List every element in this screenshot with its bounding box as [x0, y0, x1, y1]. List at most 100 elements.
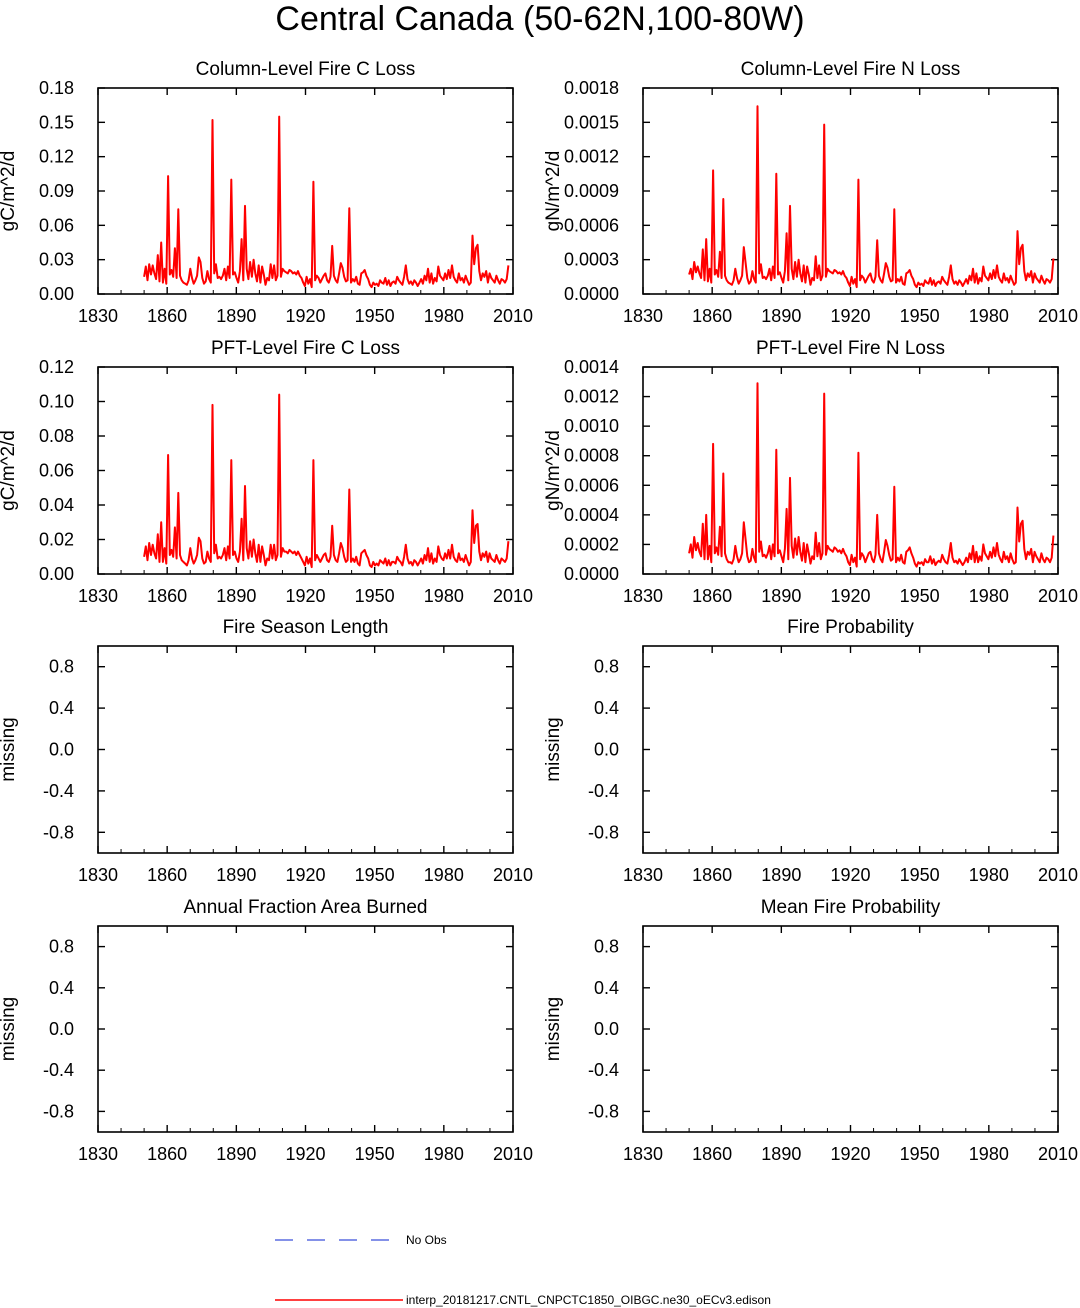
x-tick-label: 1980	[424, 865, 464, 885]
y-tick-label: 0.8	[49, 937, 74, 957]
y-tick-label: 0.0006	[564, 475, 619, 495]
x-tick-label: 2010	[1038, 306, 1078, 326]
y-tick-label: -0.8	[43, 822, 74, 842]
y-tick-label: 0.0018	[564, 78, 619, 98]
x-tick-label: 1980	[969, 865, 1009, 885]
x-tick-label: 1920	[830, 865, 870, 885]
x-tick-label: 1950	[355, 306, 395, 326]
x-tick-label: 2010	[493, 1144, 533, 1164]
x-tick-label: 2010	[1038, 1144, 1078, 1164]
panels: Column-Level Fire C Loss gC/m^2/d 1830 1860…	[0, 59, 1078, 1164]
y-axis-label: missing	[0, 997, 19, 1061]
chart-panel-1: Column-Level Fire C Loss gC/m^2/d 1830 1860…	[0, 59, 533, 326]
y-tick-label: 0.4	[49, 978, 74, 998]
x-tick-label: 1860	[147, 306, 187, 326]
x-tick-label: 1920	[830, 306, 870, 326]
y-tick-label: 0.00	[39, 284, 74, 304]
y-tick-label: 0.0009	[564, 181, 619, 201]
x-tick-label: 2010	[1038, 865, 1078, 885]
chart-panel-7: Annual Fraction Area Burned missing 1830 18…	[0, 897, 533, 1164]
y-tick-label: 0.8	[594, 937, 619, 957]
y-axis-label: gC/m^2/d	[0, 151, 19, 232]
x-tick-label: 1980	[424, 306, 464, 326]
y-tick-label: 0.0	[594, 740, 619, 760]
x-tick-label: 2010	[493, 865, 533, 885]
x-tick-label: 1980	[969, 586, 1009, 606]
plot-frame	[642, 925, 1059, 1133]
y-tick-label: 0.8	[594, 657, 619, 677]
x-tick-label: 1830	[78, 865, 118, 885]
y-tick-label: 0.04	[39, 495, 74, 515]
chart-title: Mean Fire Probability	[761, 897, 941, 918]
x-tick-label: 1950	[355, 586, 395, 606]
y-tick-label: -0.8	[588, 822, 619, 842]
x-tick-label: 1920	[285, 865, 325, 885]
chart-panel-3: PFT-Level Fire C Loss gC/m^2/d 1830 1860 189…	[0, 338, 533, 606]
x-tick-label: 1920	[285, 586, 325, 606]
x-tick-label: 1980	[424, 1144, 464, 1164]
x-tick-label: 1860	[692, 306, 732, 326]
chart-title: Fire Probability	[787, 617, 914, 638]
series-line-model	[143, 393, 510, 569]
y-tick-label: 0.0004	[564, 505, 619, 525]
y-axis-label: gN/m^2/d	[543, 430, 564, 511]
x-tick-label: 2010	[493, 586, 533, 606]
chart-panel-8: Mean Fire Probability missing 1830 1860 1890…	[543, 897, 1078, 1164]
y-axis-label: gN/m^2/d	[543, 151, 564, 232]
x-tick-label: 1950	[900, 586, 940, 606]
y-tick-label: 0.8	[49, 657, 74, 677]
y-tick-label: 0.06	[39, 215, 74, 235]
x-tick-label: 1920	[285, 1144, 325, 1164]
x-tick-label: 1860	[147, 1144, 187, 1164]
y-axis-label: missing	[543, 997, 564, 1061]
x-tick-label: 2010	[1038, 586, 1078, 606]
y-tick-label: 0.0010	[564, 416, 619, 436]
x-tick-label: 1950	[355, 1144, 395, 1164]
y-tick-label: -0.4	[588, 1060, 619, 1080]
series-line-model	[688, 105, 1055, 289]
chart-panel-2: Column-Level Fire N Loss gN/m^2/d 1830 1860…	[543, 59, 1078, 326]
x-tick-label: 2010	[493, 306, 533, 326]
y-tick-label: 0.0006	[564, 215, 619, 235]
plot-frame	[97, 645, 514, 854]
y-tick-label: 0.0000	[564, 564, 619, 584]
x-tick-label: 1830	[78, 1144, 118, 1164]
y-tick-label: -0.4	[43, 1060, 74, 1080]
y-tick-label: 0.4	[594, 698, 619, 718]
y-tick-label: 0.18	[39, 78, 74, 98]
x-tick-label: 1860	[692, 1144, 732, 1164]
chart-title: Annual Fraction Area Burned	[184, 897, 428, 918]
y-tick-label: 0.4	[594, 978, 619, 998]
y-axis-label: missing	[0, 717, 19, 781]
y-tick-label: 0.4	[49, 698, 74, 718]
x-tick-label: 1890	[761, 1144, 801, 1164]
x-tick-label: 1830	[623, 306, 663, 326]
series-line-model	[688, 382, 1055, 568]
x-tick-label: 1890	[216, 1144, 256, 1164]
x-tick-label: 1980	[969, 306, 1009, 326]
x-tick-label: 1860	[147, 865, 187, 885]
x-tick-label: 1950	[900, 865, 940, 885]
chart-panel-5: Fire Season Length missing 1830 1860 1890 192…	[0, 617, 533, 885]
x-tick-label: 1830	[78, 306, 118, 326]
x-tick-label: 1890	[761, 865, 801, 885]
y-tick-label: 0.0008	[564, 446, 619, 466]
x-tick-label: 1920	[285, 306, 325, 326]
y-axis-label: gC/m^2/d	[0, 430, 19, 511]
chart-title: PFT-Level Fire N Loss	[756, 338, 945, 359]
plot-frame	[97, 925, 514, 1133]
legend: No Obs interp_20181217.CNTL_CNPCTC1850_O…	[275, 1233, 771, 1307]
page-title: Central Canada (50-62N,100-80W)	[275, 0, 804, 38]
y-tick-label: 0.09	[39, 181, 74, 201]
y-tick-label: 0.0	[49, 740, 74, 760]
y-tick-label: 0.12	[39, 147, 74, 167]
x-tick-label: 1920	[830, 1144, 870, 1164]
legend-model-label: interp_20181217.CNTL_CNPCTC1850_OIBGC.ne…	[406, 1293, 771, 1307]
y-tick-label: -0.8	[43, 1101, 74, 1121]
x-tick-label: 1890	[761, 586, 801, 606]
x-tick-label: 1830	[623, 586, 663, 606]
chart-title: Column-Level Fire C Loss	[196, 59, 416, 80]
x-tick-label: 1860	[692, 586, 732, 606]
y-tick-label: 0.06	[39, 461, 74, 481]
